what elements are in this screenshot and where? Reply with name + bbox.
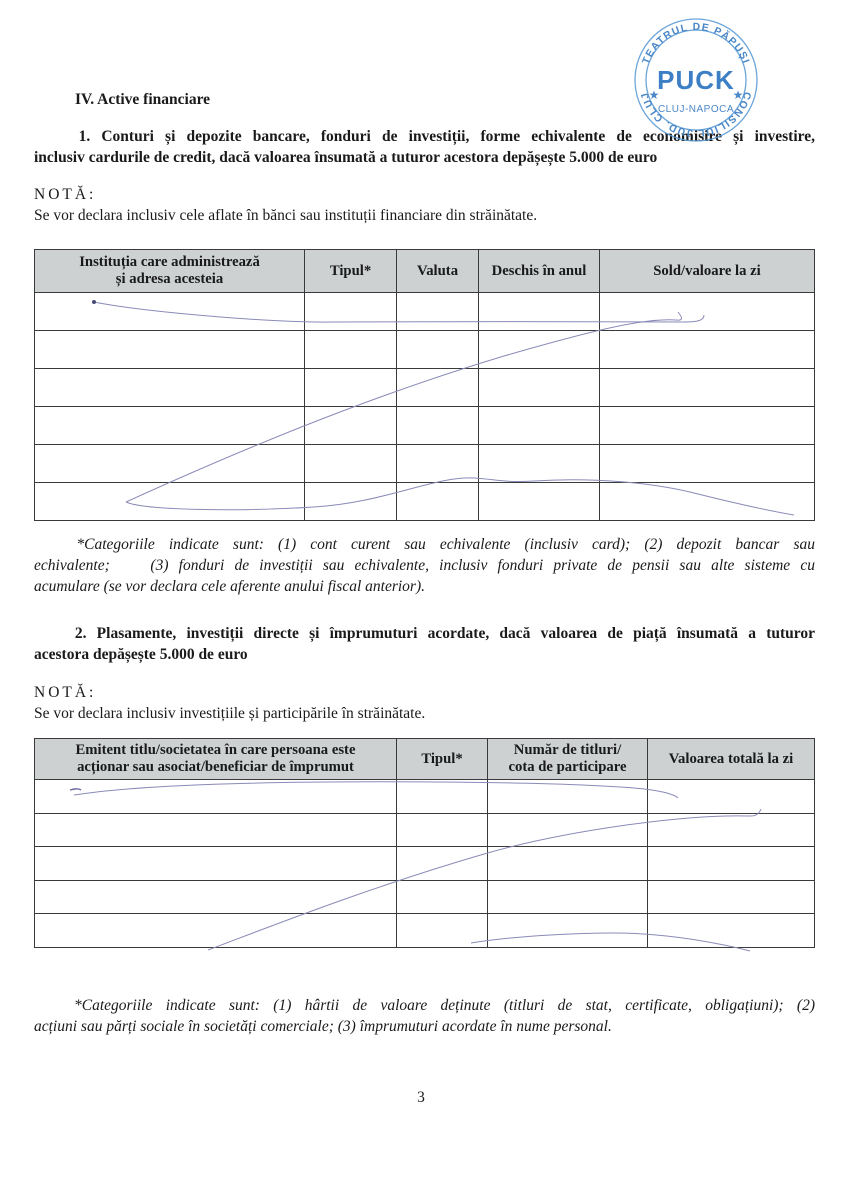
svg-text:★: ★: [733, 88, 744, 102]
svg-text:CLUJ-NAPOCA: CLUJ-NAPOCA: [658, 104, 734, 115]
svg-text:PUCK: PUCK: [657, 65, 735, 95]
svg-text:TEATRUL DE PĂPUȘI: TEATRUL DE PĂPUȘI: [641, 22, 751, 66]
svg-text:★: ★: [649, 88, 660, 102]
